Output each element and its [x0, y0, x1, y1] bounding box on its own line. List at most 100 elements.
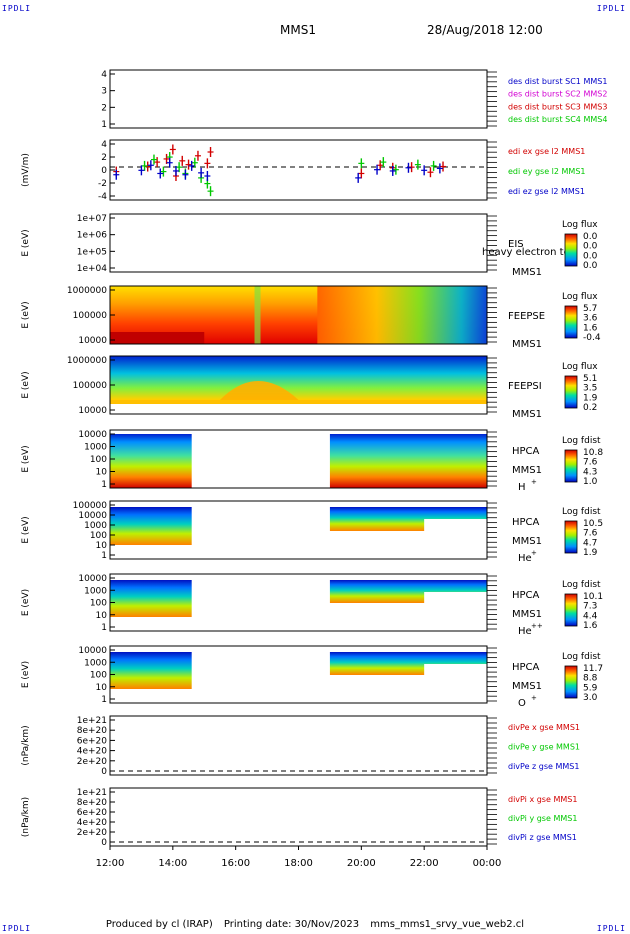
species-charge: +: [531, 549, 537, 557]
y-tick-label: 1e+07: [77, 214, 107, 224]
colorbar-title: Log flux: [562, 362, 598, 372]
legend-entry: des dist burst SC3 MMS3: [508, 102, 607, 111]
y-tick-label: 1e+04: [77, 264, 108, 274]
y-tick-label: 0: [101, 166, 107, 176]
panel-feepsi: 1000000 100000 10000 E (eV) FEEPSI MMS1 Log fl…: [21, 355, 598, 420]
y-tick-label: 2: [101, 103, 107, 113]
colorbar-title: Log flux: [562, 292, 598, 302]
footer-printing-date: Printing date: 30/Nov/2023: [223, 919, 360, 930]
y-tick-label: 2e+20: [77, 757, 108, 767]
instrument-label: FEEPSI: [508, 381, 542, 392]
colorbar: [564, 593, 578, 627]
y-tick-label: 1e+06: [77, 231, 108, 241]
y-axis-label: E (eV): [21, 589, 31, 616]
y-axis-label: E (eV): [21, 445, 31, 472]
y-tick-label: 100000: [73, 311, 108, 321]
y-tick-label: 10: [96, 541, 108, 551]
species-label: He: [518, 553, 532, 564]
y-tick-label: 0: [101, 838, 107, 848]
footer-filename: mms_mms1_srvy_vue_web2.cl: [370, 919, 525, 930]
legend-entry: divPi z gse MMS1: [508, 833, 577, 842]
y-tick-label: 100: [90, 531, 107, 541]
spacecraft-title: MMS1: [280, 23, 316, 37]
colorbar-title: Log fdist: [562, 580, 601, 590]
y-axis-label: E (eV): [21, 229, 31, 256]
y-tick-label: 1: [101, 120, 107, 130]
y-tick-label: 0: [101, 767, 107, 777]
colorbar-title: Log flux: [562, 220, 598, 230]
colorbar-tick-label: 0.0: [583, 261, 598, 271]
y-tick-label: 1: [101, 480, 107, 490]
species-label: H: [518, 482, 526, 493]
colorbar-tick-label: 1.6: [583, 621, 598, 631]
colorbar: [564, 233, 578, 267]
feepsi-base-band: [110, 400, 487, 404]
colorbar-tick-label: 4.4: [583, 611, 598, 621]
y-tick-label: 6e+20: [77, 736, 108, 746]
colorbar-tick-label: 1.0: [583, 477, 598, 487]
colorbar: [564, 520, 578, 554]
y-tick-label: 10000: [78, 406, 107, 416]
y-tick-label: 10000: [78, 574, 107, 584]
feepsi-central-feature: [219, 381, 299, 400]
y-tick-label: 1000000: [67, 356, 107, 366]
species-charge: ++: [531, 622, 543, 630]
feepse-spectrogram-right: [317, 286, 487, 344]
panel-feepse: 1000000 100000 10000 E (eV) FEEPSE MMS1 Log fl…: [21, 285, 601, 350]
hpca-o-spectrogram-left: [110, 652, 192, 689]
overlay-label: heavy electron to: [482, 247, 570, 258]
spacecraft-label: MMS1: [512, 609, 542, 620]
species-label: He: [518, 626, 532, 637]
colorbar-tick-label: 10.5: [583, 519, 603, 529]
y-tick-label: 1000: [84, 443, 107, 453]
x-tick-label: 14:00: [158, 858, 187, 869]
panel-edi-e: 4 2 0 -2 -4 (mV/m) edi ex gse l2 MMS1 edi ey gs…: [21, 139, 586, 202]
legend-entry: divPi x gse MMS1: [508, 795, 577, 804]
y-tick-label: 1000: [84, 521, 107, 531]
y-tick-label: 2: [101, 153, 107, 163]
colorbar-tick-label: 3.5: [583, 384, 597, 394]
legend-entry: divPe z gse MMS1: [508, 762, 579, 771]
y-tick-label: 4: [101, 140, 107, 150]
legend-entry: edi ez gse l2 MMS1: [508, 187, 585, 196]
y-tick-label: 10: [96, 611, 108, 621]
instrument-label: HPCA: [512, 446, 540, 457]
y-tick-label: 1e+21: [77, 716, 107, 726]
x-tick-label: 22:00: [410, 858, 439, 869]
y-tick-label: 1: [101, 551, 107, 561]
colorbar-title: Log fdist: [562, 507, 601, 517]
x-tick-label: 18:00: [284, 858, 313, 869]
species-charge: +: [531, 478, 537, 486]
spacecraft-label: MMS1: [512, 465, 542, 476]
colorbar: [564, 305, 578, 339]
x-tick-label: 00:00: [473, 858, 502, 869]
y-tick-label: 1000: [84, 658, 107, 668]
y-tick-label: 8e+20: [77, 798, 108, 808]
panel-frame: [109, 787, 488, 847]
colorbar-tick-label: 1.6: [583, 323, 598, 333]
colorbar: [564, 375, 578, 409]
y-tick-label: 10000: [78, 511, 107, 521]
panel-hpca-he2: 10000 1000 100 10 1 E (eV) HPCA MMS1 He ++ Log fdi…: [21, 573, 603, 637]
y-tick-label: 4e+20: [77, 818, 108, 828]
hpca-he2-spectrogram-left: [110, 580, 192, 617]
panel-frame: [109, 213, 488, 273]
feepse-low-energy-band: [110, 332, 205, 344]
y-axis-label: E (eV): [21, 301, 31, 328]
instrument-label: EIS: [508, 239, 524, 250]
y-tick-label: 10000: [78, 336, 107, 346]
spacecraft-label: MMS1: [512, 681, 542, 692]
colorbar-tick-label: 7.3: [583, 602, 597, 612]
y-axis-label: (nPa/km): [21, 725, 31, 765]
y-axis-label: E (eV): [21, 371, 31, 398]
datetime-title: 28/Aug/2018 12:00: [427, 23, 543, 37]
y-tick-label: 1: [101, 623, 107, 633]
x-tick-label: 12:00: [96, 858, 125, 869]
y-tick-label: -2: [98, 179, 107, 189]
colorbar-tick-label: 0.2: [583, 403, 597, 413]
colorbar-tick-label: 7.6: [583, 529, 598, 539]
colorbar-tick-label: 5.9: [583, 683, 598, 693]
